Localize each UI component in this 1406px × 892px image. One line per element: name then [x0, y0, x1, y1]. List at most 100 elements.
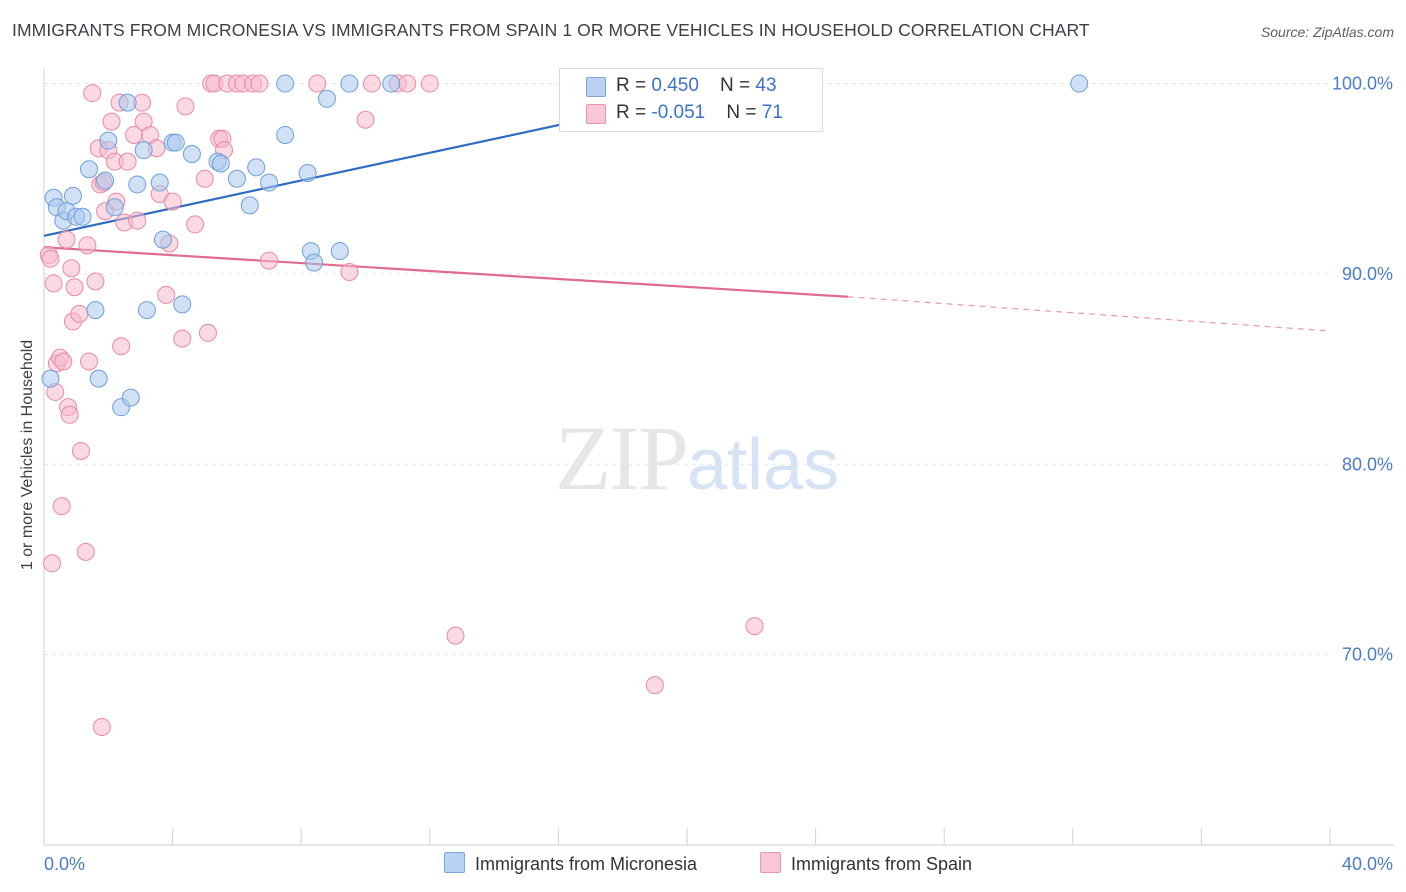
spain-point [362, 74, 381, 93]
micronesia-point [260, 173, 279, 192]
spain-point [52, 497, 71, 516]
spain-point [173, 329, 192, 348]
micronesia-point [153, 230, 172, 249]
axes [43, 68, 1394, 846]
series-label-spain: Immigrants from Spain [791, 854, 973, 874]
series-label-micronesia: Immigrants from Micronesia [475, 854, 698, 874]
micronesia-point [305, 253, 324, 272]
spain-point [356, 110, 375, 129]
micronesia-n-value: 43 [755, 75, 777, 96]
micronesia-point [240, 196, 259, 215]
gridlines [44, 83, 1330, 656]
micronesia-point [150, 173, 169, 192]
spain-point [54, 352, 73, 371]
x-tick-label-max: 40.0% [1342, 854, 1393, 874]
spain-point [645, 676, 664, 695]
micronesia-point [63, 186, 82, 205]
tick-labels: 70.0% 80.0% 90.0% 100.0% 0.0% 40.0% [44, 74, 1393, 874]
micronesia-point [276, 125, 295, 144]
micronesia-point [105, 198, 124, 217]
micronesia-point [317, 89, 336, 108]
legend-swatch-micronesia [586, 77, 606, 97]
legend-swatch-spain [586, 104, 606, 124]
micronesia-point [276, 74, 295, 93]
chart-title: IMMIGRANTS FROM MICRONESIA VS IMMIGRANTS… [12, 20, 1090, 40]
spain-point [102, 112, 121, 131]
micronesia-point [330, 242, 349, 261]
correlation-legend: R = 0.450 N = 43 R = -0.051 N = 71 [559, 68, 823, 132]
micronesia-r-value: 0.450 [651, 75, 699, 96]
series-swatch-micronesia [444, 852, 465, 873]
micronesia-point [89, 369, 108, 388]
micronesia-point [211, 154, 230, 173]
spain-point [44, 274, 63, 293]
x-tick-label-min: 0.0% [44, 854, 85, 874]
micronesia-point [173, 295, 192, 314]
spain-point [420, 74, 439, 93]
spain-point [62, 259, 81, 278]
spain-point [157, 285, 176, 304]
micronesia-point [247, 158, 266, 177]
series-legend-spain[interactable]: Immigrants from Spain [760, 852, 972, 875]
y-tick-label: 70.0% [1342, 645, 1393, 665]
micronesia-point [134, 141, 153, 160]
micronesia-point [1070, 74, 1089, 93]
spain-point [308, 74, 327, 93]
spain-n-value: 71 [761, 102, 783, 123]
spain-point [176, 97, 195, 116]
y-tick-label: 100.0% [1332, 74, 1393, 94]
spain-point [76, 542, 95, 561]
micronesia-point [118, 93, 137, 112]
spain-point [86, 272, 105, 291]
y-tick-label: 80.0% [1342, 454, 1393, 474]
spain-point [446, 626, 465, 645]
spain-point [70, 304, 89, 323]
spain-point [198, 323, 217, 342]
micronesia-point [128, 175, 147, 194]
spain-point [80, 352, 99, 371]
spain-point [60, 405, 79, 424]
spain-r-value: -0.051 [651, 102, 706, 123]
micronesia-point [80, 160, 99, 179]
series-swatch-spain [760, 852, 781, 873]
spain-point [118, 152, 137, 171]
micronesia-point [41, 369, 60, 388]
source-label[interactable]: Source: ZipAtlas.com [1260, 24, 1394, 40]
spain-point [398, 74, 417, 93]
micronesia-point [298, 164, 317, 183]
spain-point [83, 84, 102, 103]
spain-point [128, 211, 147, 230]
spain-point [71, 441, 90, 460]
y-axis-label: 1 or more Vehicles in Household [19, 339, 36, 571]
spain-trend-line [43, 246, 848, 298]
micronesia-point [166, 133, 185, 152]
micronesia-point [99, 131, 118, 150]
micronesia-point [182, 144, 201, 163]
micronesia-point [137, 301, 156, 320]
spain-point [57, 230, 76, 249]
series-legend-micronesia[interactable]: Immigrants from Micronesia [444, 852, 697, 875]
spain-point [78, 236, 97, 255]
spain-point [112, 337, 131, 356]
spain-point [340, 263, 359, 282]
spain-point [745, 617, 764, 636]
micronesia-point [340, 74, 359, 93]
spain-point [41, 249, 60, 268]
micronesia-point [227, 169, 246, 188]
zipatlas-watermark: ZIPatlas [555, 407, 840, 509]
spain-point [186, 215, 205, 234]
spain-point [43, 554, 62, 573]
spain-point [163, 192, 182, 211]
micronesia-point [96, 171, 115, 190]
spain-point [92, 717, 111, 736]
spain-point [195, 169, 214, 188]
spain-point [260, 251, 279, 270]
micronesia-point [382, 74, 401, 93]
micronesia-point [73, 207, 92, 226]
spain-point [65, 278, 84, 297]
micronesia-point [121, 388, 140, 407]
spain-point [250, 74, 269, 93]
y-tick-label: 90.0% [1342, 264, 1393, 284]
spain-trend-extension [847, 296, 1331, 332]
